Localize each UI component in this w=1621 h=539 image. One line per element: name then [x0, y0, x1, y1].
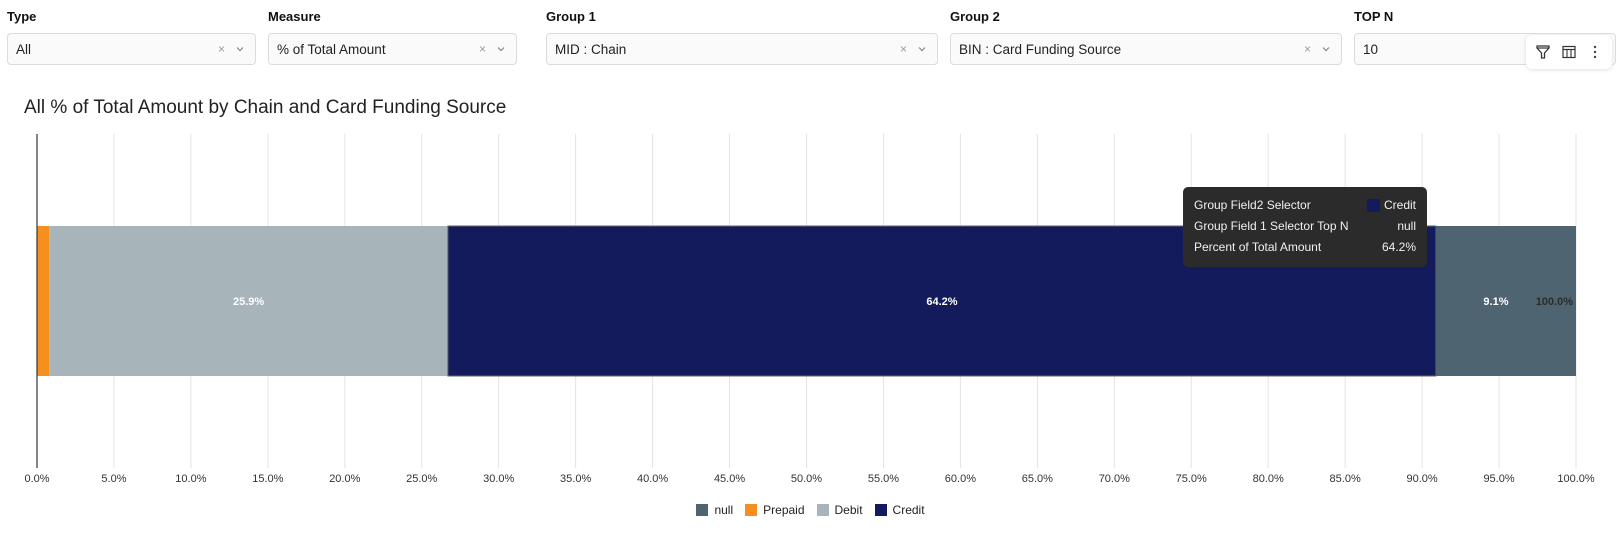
chevron-down-icon[interactable] — [235, 44, 245, 54]
bar-data-label: 9.1% — [1483, 296, 1508, 308]
legend-item-credit[interactable]: Credit — [874, 503, 925, 517]
legend-swatch — [696, 504, 709, 516]
group-1-select[interactable]: MID : Chain × — [546, 33, 938, 65]
x-tick-label: 45.0% — [714, 473, 745, 485]
chart-tooltip: Group Field2 Selector Credit Group Field… — [1183, 187, 1427, 267]
bar-segment-prepaid[interactable] — [37, 226, 50, 376]
clear-icon[interactable]: × — [899, 42, 907, 56]
x-tick-label: 25.0% — [406, 473, 437, 485]
chart-toolbar — [1526, 35, 1612, 69]
filter-label: Group 2 — [950, 9, 1000, 24]
legend-item-debit[interactable]: Debit — [816, 503, 863, 517]
tooltip-value: null — [1397, 219, 1416, 233]
select-value: BIN : Card Funding Source — [959, 41, 1122, 57]
filter-label: TOP N — [1354, 9, 1394, 24]
filter-icon — [1536, 45, 1550, 59]
chevron-down-icon[interactable] — [496, 44, 506, 54]
x-tick-label: 10.0% — [175, 473, 206, 485]
bar-data-label: 25.9% — [233, 296, 264, 308]
filter-label: Type — [7, 9, 37, 24]
filter-measure: Measure % of Total Amount × — [268, 8, 517, 65]
clear-icon[interactable]: × — [217, 42, 225, 56]
bar-labels: 25.9% 64.2% 9.1% 100.0% — [233, 296, 1573, 308]
select-value: % of Total Amount — [277, 41, 386, 57]
x-tick-label: 35.0% — [560, 473, 591, 485]
x-tick-label: 100.0% — [1557, 473, 1595, 485]
x-tick-label: 15.0% — [252, 473, 283, 485]
x-axis-ticks: 0.0% 5.0% 10.0% 15.0% 20.0% 25.0% 30.0% 35.0% 40… — [24, 473, 1594, 485]
clear-icon[interactable]: × — [478, 42, 486, 56]
chevron-down-icon[interactable] — [1321, 44, 1331, 54]
tooltip-row: Percent of Total Amount 64.2% — [1194, 237, 1416, 258]
x-tick-label: 5.0% — [101, 473, 126, 485]
select-value: MID : Chain — [555, 41, 627, 57]
x-tick-label: 55.0% — [868, 473, 899, 485]
x-tick-label: 20.0% — [329, 473, 360, 485]
legend-label: null — [714, 503, 734, 517]
filter-label: Group 1 — [546, 9, 596, 24]
chart-title: All % of Total Amount by Chain and Card … — [24, 97, 507, 118]
x-tick-label: 70.0% — [1099, 473, 1130, 485]
input-value: 10 — [1363, 41, 1379, 57]
x-tick-label: 75.0% — [1176, 473, 1207, 485]
x-tick-label: 50.0% — [791, 473, 822, 485]
legend-label: Debit — [834, 503, 863, 517]
x-tick-label: 60.0% — [945, 473, 976, 485]
table-view-button[interactable] — [1558, 41, 1580, 63]
x-tick-label: 80.0% — [1253, 473, 1284, 485]
legend-swatch — [745, 504, 758, 516]
legend-item-null[interactable]: null — [696, 503, 733, 517]
filter-button[interactable] — [1532, 41, 1554, 63]
bar-segment-debit[interactable] — [49, 226, 448, 376]
tooltip-value: Credit — [1383, 198, 1416, 212]
filter-group-2: Group 2 BIN : Card Funding Source × — [950, 8, 1342, 65]
more-options-button[interactable] — [1584, 41, 1606, 63]
clear-icon[interactable]: × — [1303, 42, 1311, 56]
tooltip-row: Group Field2 Selector Credit — [1194, 195, 1416, 216]
bar-data-label: 64.2% — [926, 296, 957, 308]
type-select[interactable]: All × — [7, 33, 256, 65]
x-tick-label: 95.0% — [1483, 473, 1514, 485]
more-vertical-icon — [1593, 45, 1597, 59]
x-tick-label: 85.0% — [1330, 473, 1361, 485]
table-icon — [1562, 45, 1576, 59]
chart-legend: null Prepaid Debit Credit — [0, 503, 1621, 517]
x-tick-label: 30.0% — [483, 473, 514, 485]
tooltip-row: Group Field 1 Selector Top N null — [1194, 216, 1416, 237]
filter-type: Type All × — [7, 8, 256, 65]
tooltip-value: 64.2% — [1381, 240, 1416, 254]
chevron-down-icon[interactable] — [917, 44, 927, 54]
legend-label: Credit — [892, 503, 925, 517]
bar-segment-null[interactable] — [1435, 226, 1576, 376]
measure-select[interactable]: % of Total Amount × — [268, 33, 517, 65]
legend-item-prepaid[interactable]: Prepaid — [745, 503, 805, 517]
tooltip-label: Group Field 1 Selector Top N — [1194, 219, 1349, 233]
group-2-select[interactable]: BIN : Card Funding Source × — [950, 33, 1342, 65]
tooltip-label: Percent of Total Amount — [1194, 240, 1322, 254]
total-label: 100.0% — [1536, 296, 1574, 308]
x-tick-label: 65.0% — [1022, 473, 1053, 485]
legend-swatch — [874, 504, 887, 516]
filter-group-1: Group 1 MID : Chain × — [546, 8, 938, 65]
select-value: All — [16, 41, 32, 57]
tooltip-label: Group Field2 Selector — [1194, 198, 1311, 212]
x-tick-label: 90.0% — [1406, 473, 1437, 485]
tooltip-swatch — [1366, 199, 1380, 212]
legend-swatch — [816, 504, 829, 516]
x-tick-label: 40.0% — [637, 473, 668, 485]
x-tick-label: 0.0% — [24, 473, 49, 485]
filter-label: Measure — [268, 9, 321, 24]
legend-label: Prepaid — [763, 503, 805, 517]
